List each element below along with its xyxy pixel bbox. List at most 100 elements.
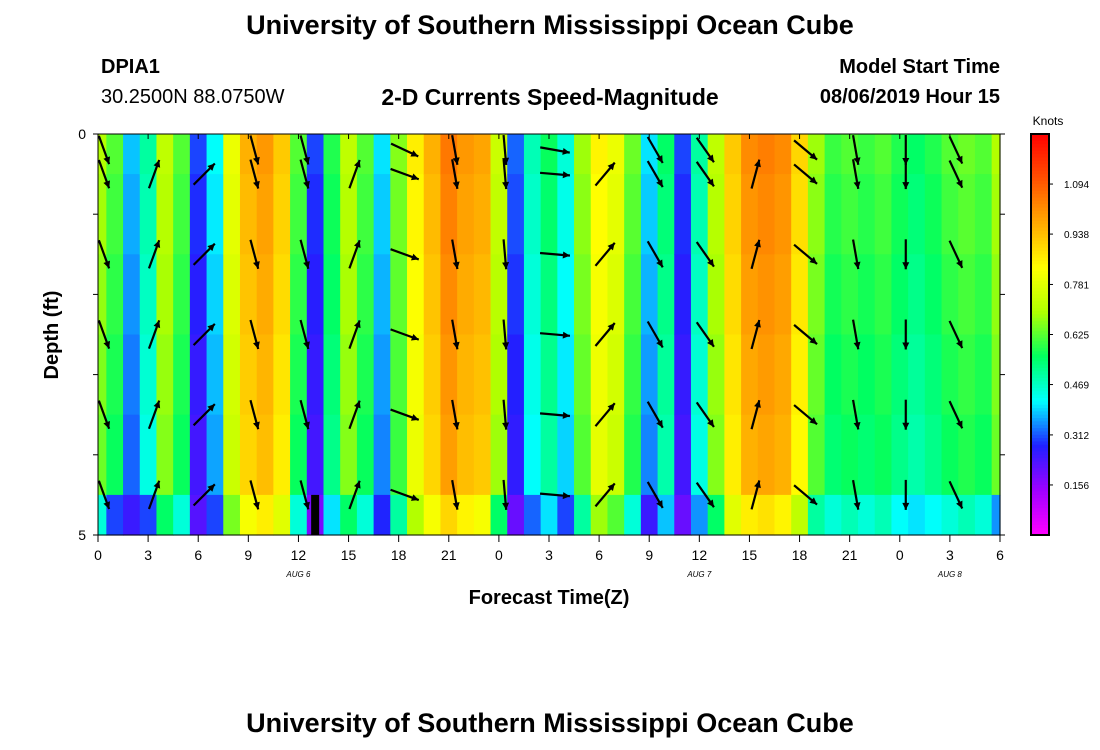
heatmap-cell xyxy=(874,334,893,416)
colorbar-segment xyxy=(1031,134,1049,138)
colorbar-segment xyxy=(1031,167,1049,172)
heatmap-cell xyxy=(423,174,442,255)
colorbar-segment xyxy=(1031,461,1049,466)
heatmap-cell xyxy=(189,174,208,255)
heatmap-cell xyxy=(908,494,926,536)
current-vector-head xyxy=(103,180,111,189)
current-vector-head xyxy=(253,156,260,165)
heatmap-cell xyxy=(407,494,425,536)
current-vector-head xyxy=(656,179,663,188)
heatmap-cell xyxy=(908,174,926,255)
heatmap-cell xyxy=(991,254,1001,336)
heatmap-cell xyxy=(824,134,842,175)
y-axis: 05 xyxy=(78,126,1005,543)
current-vector-head xyxy=(452,502,460,510)
heatmap-cell xyxy=(523,334,542,416)
current-vector-head xyxy=(607,323,615,331)
colorbar-segment xyxy=(1031,411,1049,416)
current-vector-head xyxy=(754,400,761,408)
colorbar-segment xyxy=(1031,301,1049,306)
colorbar-segment xyxy=(1031,344,1049,349)
heatmap-cell xyxy=(774,174,792,255)
colorbar-segment xyxy=(1031,361,1049,366)
heatmap-cell xyxy=(256,334,274,416)
heatmap-cell xyxy=(156,254,174,336)
heatmap-cell xyxy=(373,334,391,416)
heatmap-cell xyxy=(657,334,675,416)
heatmap-cell xyxy=(239,174,258,255)
current-vector-head xyxy=(410,253,419,261)
heatmap-cell xyxy=(123,334,141,416)
current-vector-head xyxy=(707,339,714,347)
colorbar-segment xyxy=(1031,418,1049,422)
heatmap-cell xyxy=(139,494,158,536)
colorbar-segment xyxy=(1031,200,1049,205)
current-vector-head xyxy=(502,181,510,190)
current-vector-head xyxy=(153,480,161,489)
heatmap-cell xyxy=(557,134,575,175)
current-vector-head xyxy=(303,341,310,349)
heatmap-cell xyxy=(891,414,909,496)
current-vector-head xyxy=(809,417,818,425)
heatmap-cell xyxy=(457,414,475,496)
current-vector-head xyxy=(303,156,310,165)
heatmap-cell xyxy=(908,254,926,336)
colorbar-segment xyxy=(1031,267,1049,272)
heatmap-cell xyxy=(707,134,725,175)
heatmap-cell xyxy=(373,254,391,336)
heatmap-cell xyxy=(974,254,993,336)
heatmap-cell xyxy=(774,134,792,175)
heatmap-cell xyxy=(223,414,241,496)
heatmap-cell xyxy=(941,494,959,536)
current-vector-head xyxy=(656,259,663,268)
heatmap-cell xyxy=(490,334,508,416)
heatmap-cell xyxy=(824,334,842,416)
heatmap-cell xyxy=(139,414,158,496)
heatmap-cell xyxy=(791,334,809,416)
current-vector-head xyxy=(809,256,818,264)
heatmap-cell xyxy=(908,414,926,496)
heatmap-cell xyxy=(373,494,391,536)
colorbar-segment xyxy=(1031,508,1049,513)
heatmap-cell xyxy=(273,134,291,175)
heatmap-cell xyxy=(507,414,525,496)
colorbar-segment xyxy=(1031,160,1049,165)
heatmap-cell xyxy=(423,414,442,496)
heatmap-cell xyxy=(98,414,107,496)
heatmap-cell xyxy=(540,334,558,416)
heatmap-cell xyxy=(473,174,492,255)
heatmap-cell xyxy=(306,174,325,255)
current-vector-head xyxy=(607,162,615,171)
heatmap-cell xyxy=(390,414,408,496)
heatmap-cell xyxy=(273,254,291,336)
heatmap-cell xyxy=(607,414,625,496)
heatmap-cell xyxy=(774,254,792,336)
colorbar-segment xyxy=(1031,147,1049,152)
colorbar-segment xyxy=(1031,170,1049,175)
colorbar-segment xyxy=(1031,217,1049,222)
heatmap-cell xyxy=(323,174,341,255)
current-vector-head xyxy=(853,157,861,165)
colorbar-segment xyxy=(1031,464,1049,469)
heatmap-cell xyxy=(707,334,725,416)
current-vector-head xyxy=(754,480,761,489)
y-tick-label: 0 xyxy=(78,126,86,142)
heatmap-cell xyxy=(841,494,859,536)
current-vector-head xyxy=(656,155,663,163)
heatmap-cell xyxy=(791,414,809,496)
heatmap-cell xyxy=(440,334,458,416)
heatmap-cell xyxy=(674,134,692,175)
heatmap-cell xyxy=(774,494,792,536)
heatmap-cell xyxy=(741,494,759,536)
heatmap-cell xyxy=(139,334,158,416)
heatmap-cell xyxy=(306,414,325,496)
heatmap-cell xyxy=(189,134,208,175)
current-vector-head xyxy=(410,494,419,501)
colorbar-segment xyxy=(1031,347,1049,352)
colorbar-segment xyxy=(1031,521,1049,526)
heatmap-cell xyxy=(173,414,191,496)
colorbar-segment xyxy=(1031,284,1049,289)
current-vector-head xyxy=(754,159,761,168)
heatmap-cell xyxy=(858,174,876,255)
colorbar-segment xyxy=(1031,314,1049,319)
